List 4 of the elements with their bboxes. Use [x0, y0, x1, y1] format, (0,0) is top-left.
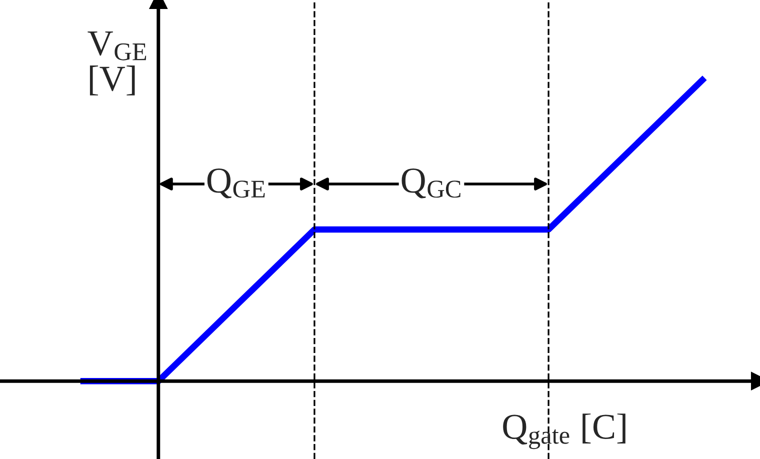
y-axis-title: V$_{GE}$ [V] [88, 31, 146, 96]
annotation: Q$_{GC}$ [402, 168, 460, 198]
annotation: Q$_{GE}$ [207, 168, 265, 198]
x-axis-title: Q$_{gate}$ [C] [503, 414, 626, 450]
